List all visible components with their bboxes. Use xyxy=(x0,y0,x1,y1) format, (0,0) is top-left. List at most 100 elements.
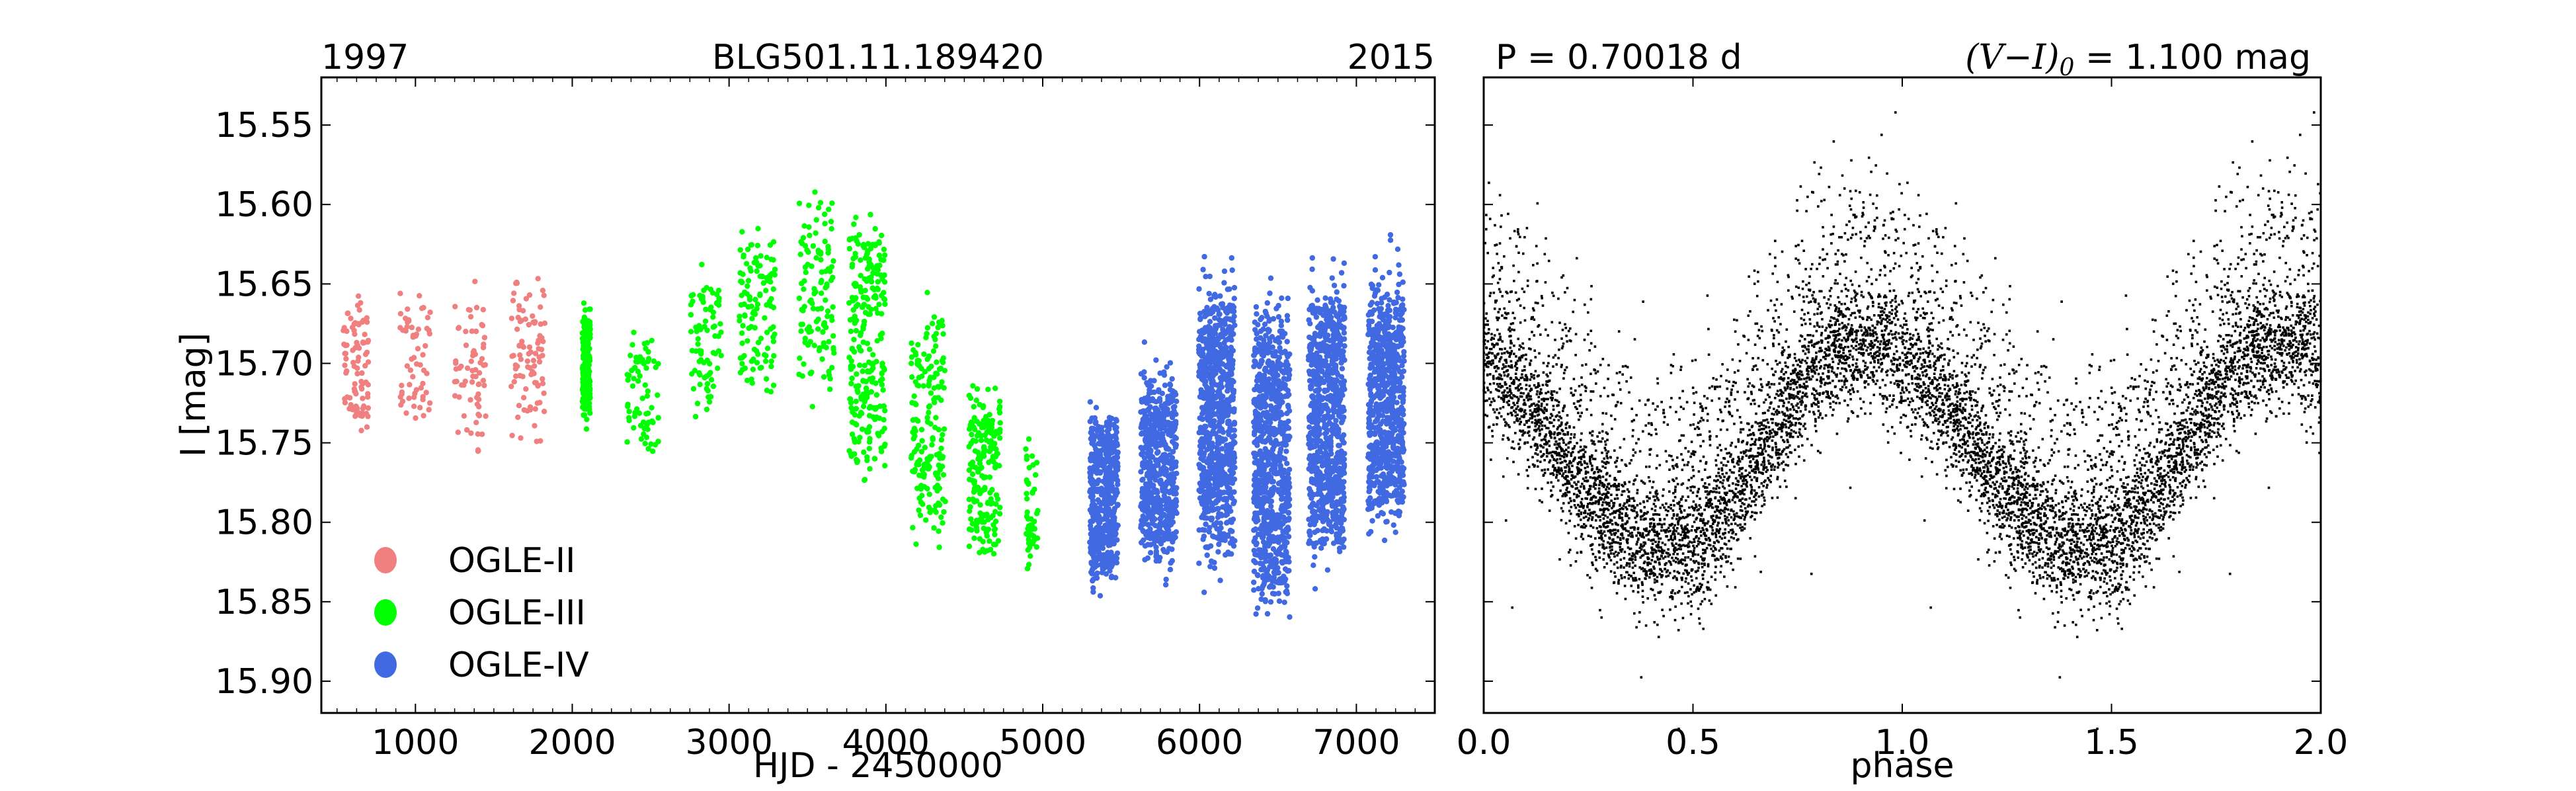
data-point xyxy=(1228,349,1235,354)
data-point xyxy=(1284,313,1291,319)
data-point xyxy=(1268,528,1273,534)
data-point xyxy=(918,448,925,455)
data-point xyxy=(1206,460,1213,467)
data-point xyxy=(581,324,587,330)
data-point xyxy=(1254,540,1260,546)
data-point xyxy=(1251,558,1257,564)
data-point xyxy=(1165,474,1171,479)
data-point xyxy=(697,382,703,388)
data-point xyxy=(757,365,764,371)
data-point xyxy=(1211,507,1217,513)
data-point xyxy=(453,366,460,372)
data-point xyxy=(530,313,536,319)
data-point xyxy=(580,395,586,401)
data-point xyxy=(1197,489,1203,495)
data-point xyxy=(718,353,724,358)
data-point xyxy=(813,319,820,325)
data-point xyxy=(933,415,939,421)
data-point xyxy=(932,507,938,513)
data-point xyxy=(995,538,1002,544)
data-point xyxy=(704,381,711,387)
data-point xyxy=(1035,508,1041,514)
data-point xyxy=(1163,582,1169,588)
data-point xyxy=(1139,477,1145,483)
data-point xyxy=(985,418,991,424)
data-point xyxy=(362,362,368,369)
data-point xyxy=(1228,255,1235,261)
data-point xyxy=(1093,405,1100,411)
data-point xyxy=(866,256,873,263)
data-point xyxy=(872,243,878,249)
data-point xyxy=(882,407,888,414)
data-point xyxy=(365,391,371,397)
data-point xyxy=(753,255,759,261)
data-point xyxy=(972,448,979,454)
data-point xyxy=(772,267,778,272)
data-point xyxy=(870,352,876,358)
data-point xyxy=(926,403,932,410)
data-point xyxy=(739,229,745,235)
data-point xyxy=(426,407,432,413)
data-point xyxy=(860,403,867,409)
data-point xyxy=(973,438,979,444)
data-point xyxy=(1139,399,1145,405)
data-point xyxy=(1313,540,1320,546)
data-point xyxy=(754,302,761,308)
data-point xyxy=(829,317,835,323)
data-point xyxy=(971,535,977,541)
data-point xyxy=(1160,512,1167,519)
data-point xyxy=(472,278,478,284)
data-point xyxy=(711,323,717,329)
data-point xyxy=(971,425,977,431)
data-point xyxy=(1139,507,1146,513)
data-point xyxy=(1218,525,1224,531)
data-point xyxy=(1097,527,1104,533)
data-point xyxy=(928,363,934,370)
data-point xyxy=(796,371,802,378)
data-point xyxy=(1258,466,1264,472)
data-point xyxy=(583,426,590,432)
data-point xyxy=(764,255,770,261)
data-point xyxy=(828,218,834,225)
data-point xyxy=(587,306,593,312)
data-point xyxy=(1229,434,1235,440)
data-point xyxy=(879,382,885,388)
data-point xyxy=(421,413,426,419)
data-point xyxy=(1229,538,1235,544)
data-point xyxy=(871,286,877,293)
data-point xyxy=(342,362,348,368)
data-point xyxy=(584,417,590,423)
data-point xyxy=(1088,510,1095,516)
data-point xyxy=(854,456,860,463)
data-point xyxy=(420,352,426,358)
data-point xyxy=(1217,367,1223,374)
data-point xyxy=(1231,459,1237,465)
data-point xyxy=(742,312,748,318)
data-point xyxy=(635,378,641,384)
data-point xyxy=(1340,525,1346,532)
data-point xyxy=(1271,538,1277,544)
data-point xyxy=(852,251,858,257)
data-point xyxy=(867,466,873,472)
data-point xyxy=(511,379,517,385)
data-point xyxy=(415,346,421,352)
data-point xyxy=(469,368,475,374)
data-point xyxy=(582,340,588,347)
data-point xyxy=(861,449,867,455)
data-point xyxy=(1138,469,1144,475)
data-point xyxy=(755,351,761,357)
data-point xyxy=(1266,329,1271,335)
data-point xyxy=(509,353,515,359)
data-point xyxy=(524,358,530,364)
data-point xyxy=(540,353,545,358)
data-point xyxy=(879,360,885,366)
data-point xyxy=(811,286,817,292)
data-point xyxy=(1152,405,1158,411)
data-point xyxy=(1287,434,1293,440)
data-point xyxy=(985,386,991,392)
data-point xyxy=(996,463,1002,469)
data-point xyxy=(1112,470,1119,476)
data-point xyxy=(352,381,358,387)
data-point xyxy=(1148,550,1154,556)
data-point xyxy=(1322,312,1328,317)
